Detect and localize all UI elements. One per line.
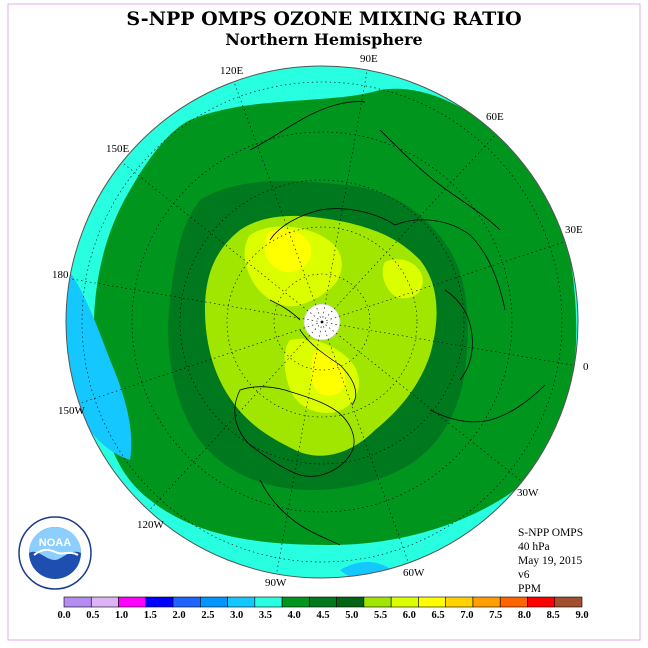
colorbar-swatch — [227, 596, 256, 608]
lon-label-0: 0 — [583, 361, 589, 373]
map-boundary — [65, 65, 579, 579]
lon-label-150e: 150E — [106, 143, 130, 155]
lon-label-60e: 60E — [486, 111, 504, 123]
colorbar-tick-label: 0.0 — [57, 610, 70, 621]
colorbar-swatch — [418, 596, 446, 608]
lon-label-30e: 30E — [565, 224, 583, 236]
coastlines — [234, 101, 546, 546]
lon-label-60w: 60W — [403, 567, 425, 579]
colorbar-swatch — [309, 596, 337, 608]
colorbar: 0.0 0.5 1.0 1.5 2.0 2.5 3.0 3.5 4.0 4.5 5.0 5.5 6.0 6… — [57, 596, 589, 621]
colorbar-swatch — [118, 596, 147, 608]
meta-version: v6 — [518, 569, 530, 581]
lon-label-120w: 120W — [137, 519, 165, 531]
colorbar-tick-label: 2.5 — [201, 610, 214, 621]
colorbar-tick-label: 0.5 — [86, 610, 99, 621]
colorbar-swatch — [363, 596, 392, 608]
noaa-logo-text: NOAA — [39, 537, 71, 549]
noaa-logo: NOAA — [18, 516, 92, 590]
colorbar-swatch — [527, 596, 556, 608]
map-subtitle: Northern Hemisphere — [225, 30, 423, 49]
colorbar-tick-label: 2.0 — [173, 610, 186, 621]
longitude-labels: 90E 60E 30E 0 30W 60W 90W 120W 150W 180 … — [52, 53, 589, 589]
colorbar-tick-label: 3.0 — [230, 610, 243, 621]
ozone-field — [66, 66, 578, 578]
colorbar-swatch — [90, 596, 119, 608]
colorbar-swatch — [336, 596, 365, 608]
colorbar-swatch — [554, 596, 583, 608]
colorbar-tick-label: 9.0 — [575, 610, 588, 621]
colorbar-swatch — [200, 596, 228, 608]
colorbar-tick-label: 5.5 — [374, 610, 387, 621]
lon-label-180: 180 — [52, 269, 69, 281]
colorbar-tick-label: 1.5 — [144, 610, 157, 621]
colorbar-swatch — [63, 596, 92, 608]
colorbar-swatch — [445, 596, 474, 608]
colorbar-swatch — [254, 596, 283, 608]
lon-label-150w: 150W — [58, 405, 86, 417]
meridians — [66, 66, 578, 578]
contour-5.5-6.0-c — [382, 259, 423, 299]
meta-level: 40 hPa — [518, 541, 550, 553]
colorbar-swatch — [172, 596, 201, 608]
lon-label-120e: 120E — [220, 65, 244, 77]
colorbar-tick-label: 4.0 — [288, 610, 301, 621]
colorbar-swatch — [281, 596, 310, 608]
lon-label-90w: 90W — [265, 577, 287, 589]
colorbar-tick-label: 8.0 — [518, 610, 531, 621]
colorbar-tick-label: 8.5 — [547, 610, 560, 621]
colorbar-tick-label: 6.5 — [432, 610, 445, 621]
latitude-circles — [81, 81, 563, 563]
meta-instrument: S-NPP OMPS — [518, 527, 584, 539]
meta-date: May 19, 2015 — [518, 555, 583, 567]
lon-label-90e: 90E — [360, 53, 378, 65]
colorbar-swatch — [145, 596, 174, 608]
colorbar-swatch — [472, 596, 501, 608]
metadata-block: S-NPP OMPS 40 hPa May 19, 2015 v6 PPM — [518, 526, 583, 596]
figure-border — [7, 3, 641, 641]
colorbar-tick-label: 3.5 — [259, 610, 272, 621]
colorbar-tick-label: 1.0 — [115, 610, 128, 621]
map-title: S-NPP OMPS OZONE MIXING RATIO — [126, 8, 522, 30]
colorbar-swatch — [499, 596, 528, 608]
colorbar-tick-label: 4.5 — [316, 610, 329, 621]
colorbar-tick-label: 7.0 — [460, 610, 473, 621]
meta-units: PPM — [518, 583, 542, 595]
lon-label-30w: 30W — [517, 487, 539, 499]
colorbar-tick-label: 5.0 — [345, 610, 358, 621]
colorbar-tick-label: 6.0 — [403, 610, 416, 621]
colorbar-tick-label: 7.5 — [489, 610, 502, 621]
colorbar-swatch — [390, 596, 419, 608]
